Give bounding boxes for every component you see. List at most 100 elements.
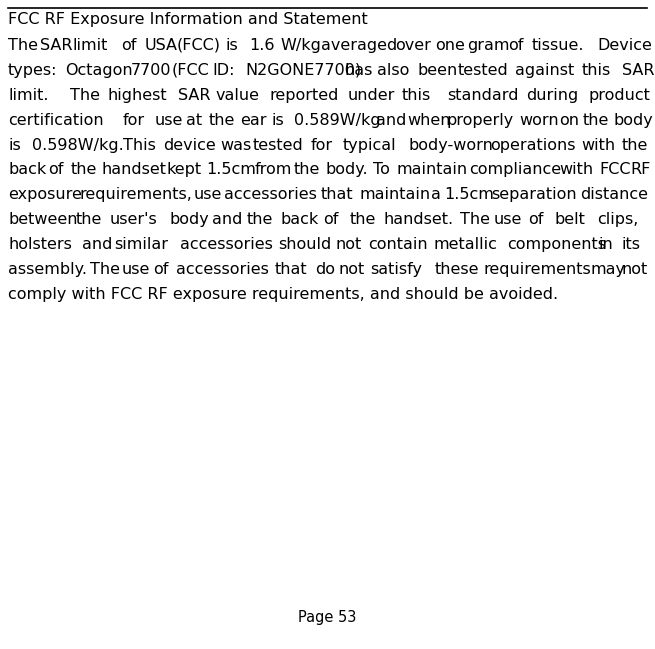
Text: and: and	[212, 212, 242, 227]
Text: should: should	[278, 237, 332, 252]
Text: exposure: exposure	[8, 188, 82, 202]
Text: averaged: averaged	[321, 38, 398, 53]
Text: from: from	[254, 162, 291, 177]
Text: typical: typical	[343, 138, 396, 153]
Text: its: its	[622, 237, 641, 252]
Text: device: device	[163, 138, 216, 153]
Text: may: may	[590, 262, 626, 277]
Text: is: is	[8, 138, 21, 153]
Text: (FCC: (FCC	[172, 63, 210, 78]
Text: accessories: accessories	[224, 188, 316, 202]
Text: when: when	[407, 113, 451, 128]
Text: operations: operations	[491, 138, 576, 153]
Text: handset: handset	[102, 162, 167, 177]
Text: accessories: accessories	[176, 262, 269, 277]
Text: limit: limit	[72, 38, 107, 53]
Text: clips,: clips,	[597, 212, 638, 227]
Text: over: over	[395, 38, 431, 53]
Text: assembly.: assembly.	[8, 262, 87, 277]
Text: this: this	[581, 63, 610, 78]
Text: this: this	[402, 88, 431, 103]
Text: tested: tested	[458, 63, 509, 78]
Text: requirements: requirements	[483, 262, 591, 277]
Text: To: To	[373, 162, 390, 177]
Text: for: for	[123, 113, 145, 128]
Text: SAR: SAR	[622, 63, 654, 78]
Text: Page 53: Page 53	[298, 610, 357, 625]
Text: The: The	[460, 212, 490, 227]
Text: do: do	[315, 262, 335, 277]
Text: metallic: metallic	[434, 237, 497, 252]
Text: similar: similar	[114, 237, 168, 252]
Text: types:: types:	[8, 63, 58, 78]
Text: 7700: 7700	[131, 63, 172, 78]
Text: product: product	[589, 88, 650, 103]
Text: maintain: maintain	[360, 188, 430, 202]
Text: against: against	[515, 63, 574, 78]
Text: in: in	[598, 237, 613, 252]
Text: separation: separation	[491, 188, 577, 202]
Text: user's: user's	[110, 212, 158, 227]
Text: between: between	[8, 212, 77, 227]
Text: belt: belt	[554, 212, 585, 227]
Text: compliance: compliance	[470, 162, 561, 177]
Text: handset.: handset.	[384, 212, 454, 227]
Text: body: body	[170, 212, 209, 227]
Text: comply with FCC RF exposure requirements, and should be avoided.: comply with FCC RF exposure requirements…	[8, 287, 558, 302]
Text: has: has	[345, 63, 373, 78]
Text: standard: standard	[447, 88, 519, 103]
Text: of: of	[153, 262, 168, 277]
Text: 0.598W/kg.: 0.598W/kg.	[32, 138, 124, 153]
Text: gram: gram	[468, 38, 510, 53]
Text: Device: Device	[597, 38, 652, 53]
Text: body.: body.	[326, 162, 368, 177]
Text: is: is	[271, 113, 284, 128]
Text: of: of	[121, 38, 136, 53]
Text: back: back	[280, 212, 319, 227]
Text: not: not	[622, 262, 648, 277]
Text: of: of	[529, 212, 544, 227]
Text: been: been	[417, 63, 458, 78]
Text: The: The	[90, 262, 120, 277]
Text: for: for	[310, 138, 332, 153]
Text: certification: certification	[8, 113, 103, 128]
Text: RF: RF	[630, 162, 650, 177]
Text: of: of	[508, 38, 523, 53]
Text: ear: ear	[240, 113, 267, 128]
Text: one: one	[436, 38, 465, 53]
Text: the: the	[76, 212, 102, 227]
Text: on: on	[559, 113, 579, 128]
Text: and: and	[375, 113, 406, 128]
Text: 0.589W/kg: 0.589W/kg	[294, 113, 381, 128]
Text: distance: distance	[580, 188, 648, 202]
Text: use: use	[494, 212, 522, 227]
Text: not: not	[338, 262, 365, 277]
Text: the: the	[349, 212, 376, 227]
Text: the: the	[71, 162, 97, 177]
Text: under: under	[348, 88, 396, 103]
Text: and: and	[82, 237, 112, 252]
Text: was: was	[221, 138, 252, 153]
Text: The: The	[8, 38, 38, 53]
Text: use: use	[121, 262, 150, 277]
Text: tested: tested	[253, 138, 304, 153]
Text: tissue.: tissue.	[531, 38, 584, 53]
Text: requirements,: requirements,	[80, 188, 193, 202]
Text: a: a	[431, 188, 441, 202]
Text: is: is	[225, 38, 238, 53]
Text: components: components	[508, 237, 607, 252]
Text: 1.5cm: 1.5cm	[206, 162, 256, 177]
Text: also: also	[377, 63, 409, 78]
Text: FCC: FCC	[599, 162, 631, 177]
Text: N2GONE7700): N2GONE7700)	[245, 63, 361, 78]
Text: with: with	[582, 138, 616, 153]
Text: W/kg: W/kg	[281, 38, 322, 53]
Text: This: This	[122, 138, 155, 153]
Text: the: the	[208, 113, 235, 128]
Text: 1.6: 1.6	[249, 38, 274, 53]
Text: not: not	[336, 237, 362, 252]
Text: Octagon: Octagon	[66, 63, 133, 78]
Text: use: use	[194, 188, 222, 202]
Text: value: value	[215, 88, 259, 103]
Text: USA: USA	[145, 38, 178, 53]
